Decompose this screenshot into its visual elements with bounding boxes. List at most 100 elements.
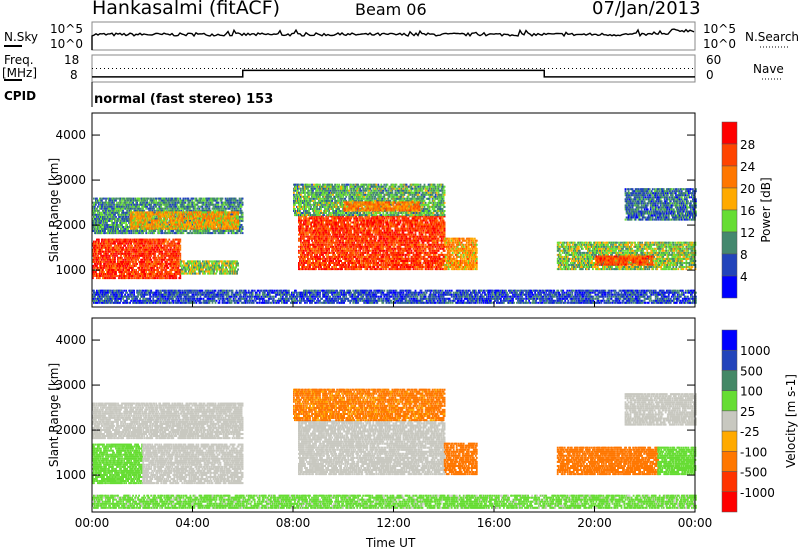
echo-cell <box>107 264 109 267</box>
echo-cell <box>173 277 176 280</box>
echo-cell <box>146 262 149 265</box>
echo-cell <box>105 207 107 210</box>
echo-cell <box>102 242 104 245</box>
echo-cell <box>202 260 204 263</box>
station-title: Hankasalmi (fitACF) <box>92 0 280 19</box>
echo-cell <box>169 273 172 275</box>
echo-cell <box>115 262 117 265</box>
echo-cell <box>138 269 140 271</box>
echo-cell <box>135 264 137 267</box>
echo-cell <box>93 242 95 245</box>
frequency-line <box>92 69 695 78</box>
echo-cell <box>325 241 327 244</box>
echo-cell <box>100 242 102 245</box>
echo-cell <box>97 219 99 222</box>
echo-cell <box>311 239 313 242</box>
echo-cell <box>116 224 118 226</box>
echo-cell <box>101 240 103 243</box>
echo-cell <box>179 246 182 249</box>
echo-cell <box>156 258 159 261</box>
echo-cell <box>189 230 192 232</box>
echo-cell <box>150 252 153 255</box>
echo-cell <box>175 248 178 251</box>
echo-cell <box>157 246 160 249</box>
echo-cell <box>92 242 94 245</box>
echo-cell <box>143 250 146 253</box>
echo-cell <box>97 228 99 230</box>
echo-cell <box>123 221 125 224</box>
echo-cell <box>131 244 133 247</box>
echo-cell <box>132 232 134 235</box>
echo-cell <box>161 266 164 269</box>
echo-cell <box>175 269 178 271</box>
echo-cell <box>110 215 112 218</box>
echo-cell <box>125 256 127 259</box>
echo-cell <box>305 219 307 222</box>
echo-cell <box>149 242 152 245</box>
echo-cell <box>124 248 126 251</box>
echo-cell <box>147 242 150 245</box>
echo-cell <box>137 244 139 247</box>
echo-cell <box>115 205 117 208</box>
echo-cell <box>155 238 158 241</box>
echo-cell <box>162 277 165 280</box>
echo-cell <box>187 272 189 275</box>
echo-cell <box>112 248 114 251</box>
echo-cell <box>113 197 115 200</box>
echo-cell <box>105 228 107 230</box>
echo-cell <box>152 238 155 241</box>
echo-cell <box>311 249 313 252</box>
echo-cell <box>320 231 322 234</box>
echo-cell <box>109 264 111 267</box>
echo-cell <box>113 207 115 210</box>
echo-cell <box>139 269 141 271</box>
echo-cell <box>98 221 100 224</box>
echo-cell <box>178 269 181 271</box>
echo-cell <box>107 275 109 277</box>
echo-cell <box>136 203 138 206</box>
echo-cell <box>143 256 146 259</box>
echo-cell <box>130 230 132 232</box>
echo-cell <box>111 277 113 280</box>
echo-cell <box>104 252 106 255</box>
echo-cell <box>130 232 132 235</box>
echo-cell <box>110 199 112 202</box>
echo-cell <box>171 266 174 269</box>
echo-cell <box>104 250 106 253</box>
echo-cell <box>104 273 106 275</box>
echo-cell <box>126 209 128 212</box>
echo-cell <box>205 268 207 271</box>
echo-cell <box>100 197 102 200</box>
echo-cell <box>115 226 117 228</box>
echo-cell <box>109 207 111 210</box>
echo-cell <box>229 211 231 214</box>
echo-cell <box>175 221 178 224</box>
echo-cell <box>141 271 143 273</box>
echo-cell <box>139 207 141 210</box>
echo-cell <box>221 260 223 263</box>
echo-cell <box>161 264 164 267</box>
echo-cell <box>165 266 168 269</box>
echo-cell <box>309 262 311 264</box>
echo-cell <box>113 262 115 265</box>
echo-cell <box>104 256 106 259</box>
echo-cell <box>132 197 134 200</box>
echo-cell <box>169 258 172 261</box>
echo-cell <box>123 199 125 202</box>
echo-cell <box>121 275 123 277</box>
echo-cell <box>120 264 122 267</box>
echo-cell <box>306 266 308 268</box>
echo-cell <box>108 217 110 220</box>
echo-cell <box>110 219 112 222</box>
echo-cell <box>299 260 301 262</box>
echo-cell <box>154 238 157 241</box>
echo-cell <box>157 260 160 263</box>
echo-cell <box>120 205 122 208</box>
echo-cell <box>111 248 113 251</box>
echo-cell <box>160 242 163 245</box>
echo-cell <box>126 264 128 267</box>
echo-cell <box>92 264 94 267</box>
echo-cell <box>208 211 210 214</box>
echo-cell <box>194 266 196 269</box>
echo-cell <box>177 266 180 269</box>
